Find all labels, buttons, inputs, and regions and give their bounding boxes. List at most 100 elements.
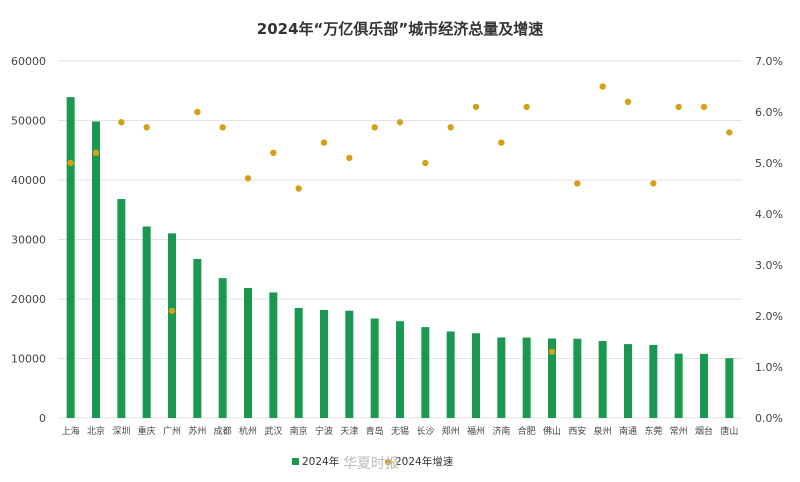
x-tick-label: 南京	[290, 425, 308, 437]
bar	[624, 344, 632, 418]
scatter-point	[599, 83, 606, 90]
x-tick-label: 上海	[62, 425, 80, 437]
bar	[446, 331, 455, 418]
x-tick-label: 天津	[340, 426, 358, 437]
bar	[700, 353, 708, 418]
x-tick-label: 宁波	[315, 425, 333, 437]
x-tick-label: 武汉	[264, 425, 282, 437]
bar	[142, 226, 151, 418]
x-tick-label: 福州	[467, 425, 485, 437]
scatter-point	[219, 124, 226, 131]
bar	[92, 121, 100, 419]
bar	[320, 310, 328, 418]
y-right-tick-label: 4.0%	[755, 208, 783, 221]
scatter-point	[168, 307, 176, 315]
scatter-point	[118, 119, 125, 126]
bar	[117, 199, 126, 418]
watermark-text: 华夏时报	[343, 456, 399, 472]
x-tick-label: 无锡	[391, 426, 409, 437]
x-tick-label: 苏州	[188, 425, 206, 437]
bar	[548, 338, 556, 418]
x-tick-label: 唐山	[720, 425, 738, 437]
y-right-tick-label: 3.0%	[755, 259, 783, 272]
scatter-point	[447, 124, 454, 131]
legend-label: 2024年	[302, 455, 339, 468]
x-tick-label: 郑州	[442, 425, 460, 437]
bar	[345, 310, 354, 418]
bar	[168, 233, 176, 418]
scatter-point	[700, 103, 708, 111]
x-tick-label: 深圳	[112, 426, 130, 437]
scatter-point	[726, 129, 733, 136]
scatter-point	[92, 149, 100, 156]
scatter-point	[422, 159, 429, 167]
x-tick-label: 广州	[163, 425, 181, 437]
y-left-tick-label: 60000	[11, 55, 46, 68]
scatter-point	[650, 180, 657, 187]
y-left-tick-label: 10000	[11, 353, 46, 366]
y-right-tick-label: 1.0%	[755, 361, 783, 374]
scatter-point	[498, 139, 505, 146]
x-tick-label: 西安	[568, 425, 586, 437]
bar	[396, 321, 404, 418]
bar	[497, 337, 506, 418]
scatter-point	[270, 149, 277, 156]
bar	[421, 327, 430, 418]
bar	[674, 353, 683, 418]
x-tick-label: 泉州	[594, 425, 612, 437]
scatter-point	[244, 175, 252, 182]
scatter-point	[396, 119, 404, 126]
bar	[269, 292, 278, 418]
scatter-point	[548, 348, 556, 355]
x-tick-label: 佛山	[543, 425, 561, 437]
bar	[573, 338, 582, 418]
bar	[66, 97, 75, 419]
bar	[193, 258, 202, 418]
bar	[370, 318, 379, 418]
scatter-point	[194, 108, 201, 116]
legend-swatch	[292, 458, 299, 465]
scatter-point	[371, 124, 378, 131]
bar	[522, 337, 531, 418]
scatter-point	[67, 159, 74, 167]
x-tick-label: 青岛	[366, 425, 384, 437]
y-right-tick-label: 2.0%	[755, 310, 783, 323]
bar	[598, 340, 607, 418]
scatter-point	[675, 103, 682, 111]
x-tick-label: 南通	[619, 425, 637, 437]
x-tick-label: 北京	[87, 425, 105, 437]
y-right-tick-label: 0.0%	[755, 412, 783, 425]
bar	[294, 307, 303, 418]
bar	[725, 358, 734, 418]
x-tick-label: 长沙	[416, 425, 434, 437]
scatter-point	[472, 103, 480, 111]
y-left-tick-label: 0	[39, 412, 46, 425]
bar	[649, 344, 658, 418]
x-tick-label: 济南	[492, 425, 510, 437]
x-tick-label: 成都	[214, 425, 232, 437]
x-tick-label: 合肥	[518, 425, 536, 437]
chart-title: 2024年“万亿俱乐部”城市经济总量及增速	[256, 20, 544, 38]
bar	[244, 287, 252, 418]
bar	[218, 278, 227, 418]
scatter-point	[574, 180, 581, 187]
scatter-point	[624, 98, 632, 106]
bar	[472, 333, 480, 418]
y-right-tick-label: 6.0%	[755, 106, 783, 119]
x-tick-label: 常州	[670, 425, 688, 437]
scatter-point	[346, 154, 353, 162]
x-tick-label: 杭州	[239, 425, 257, 437]
scatter-point	[295, 185, 302, 192]
legend-marker	[384, 458, 392, 466]
y-left-tick-label: 50000	[11, 115, 46, 128]
y-left-tick-label: 30000	[11, 234, 46, 247]
x-tick-label: 东莞	[644, 425, 662, 437]
scatter-point	[320, 139, 328, 146]
y-right-tick-label: 5.0%	[755, 157, 783, 170]
y-right-tick-label: 7.0%	[755, 55, 783, 68]
x-tick-label: 烟台	[695, 425, 713, 437]
scatter-point	[523, 103, 530, 111]
scatter-point	[143, 124, 150, 131]
